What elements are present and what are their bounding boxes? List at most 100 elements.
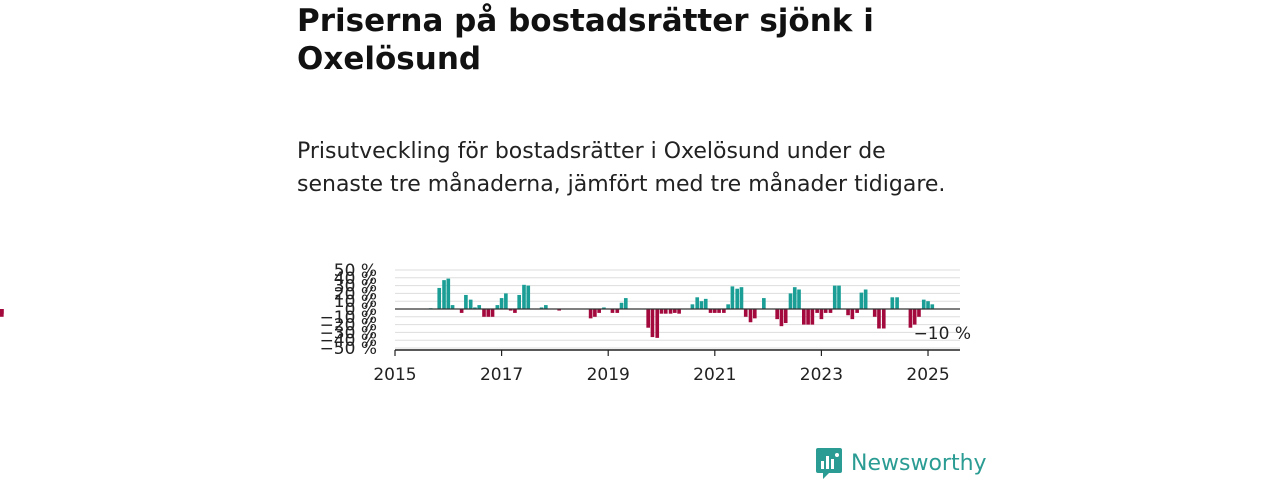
bar (730, 286, 735, 309)
bar (477, 305, 482, 309)
bar (819, 309, 824, 320)
bar (459, 309, 464, 313)
bar (544, 305, 548, 309)
latest-value-annotation: −10 % (914, 324, 971, 344)
bar (802, 309, 806, 325)
bar (708, 309, 713, 313)
y-tick-label: 40 % (334, 269, 377, 289)
bar (722, 309, 726, 313)
y-tick-label: 0 % (345, 300, 377, 320)
bar (437, 287, 442, 309)
newsworthy-logo-icon (816, 448, 842, 479)
y-tick-label: 30 % (334, 277, 377, 297)
y-tick-label: −10 % (320, 308, 377, 328)
x-tick-label: 2019 (587, 365, 630, 385)
y-tick-label: −40 % (320, 331, 377, 351)
bar (739, 287, 744, 309)
bar (597, 309, 601, 313)
bar (788, 293, 793, 309)
bar (446, 278, 451, 309)
bar (775, 309, 779, 320)
brand-logo: Newsworthy (815, 446, 987, 480)
bar (464, 294, 468, 309)
bar (442, 280, 446, 309)
bar (486, 309, 491, 317)
bar (748, 309, 753, 323)
bar (832, 285, 837, 309)
bar (797, 289, 801, 309)
bar (792, 287, 797, 309)
bar (828, 309, 833, 313)
bar (513, 309, 517, 313)
bar (659, 309, 664, 314)
y-tick-label: 50 % (334, 261, 377, 281)
y-tick-label: 10 % (334, 292, 377, 312)
x-tick-label: 2017 (480, 365, 523, 385)
bar (743, 309, 748, 317)
bar (482, 309, 486, 317)
x-tick-label: 2015 (373, 365, 416, 385)
bar (668, 309, 673, 314)
brand-name: Newsworthy (851, 450, 987, 476)
tick-labels: 50 %40 %30 %20 %10 %0 %−10 %−20 %−30 %−4… (320, 261, 950, 385)
bar (677, 309, 681, 314)
bar (823, 309, 828, 313)
bar (859, 292, 864, 309)
bar (557, 309, 561, 311)
bar (717, 309, 721, 313)
x-tick-label: 2021 (693, 365, 736, 385)
gridlines (395, 269, 960, 349)
bar (593, 309, 597, 317)
bar (850, 309, 855, 320)
bar (473, 307, 477, 309)
bar (495, 305, 500, 309)
price-change-chart: 50 %40 %30 %20 %10 %0 %−10 %−20 %−30 %−4… (0, 261, 971, 385)
bar (762, 298, 766, 309)
bar (690, 304, 695, 309)
bar (468, 299, 473, 309)
bar (810, 309, 815, 325)
bar (815, 309, 819, 313)
bar (930, 304, 935, 309)
bar (917, 309, 921, 317)
bar (508, 309, 513, 311)
bar (650, 309, 655, 338)
bar (779, 309, 784, 327)
bar (846, 309, 850, 316)
bar (646, 309, 650, 328)
bar (504, 293, 508, 309)
bar (695, 297, 700, 309)
x-tick-label: 2023 (800, 365, 843, 385)
bar (863, 289, 868, 309)
bar (0, 309, 4, 317)
bar (912, 309, 917, 325)
bar (588, 309, 593, 319)
bar (877, 309, 881, 329)
bar (619, 302, 624, 309)
y-tick-label: −50 % (320, 339, 377, 359)
bar (655, 309, 660, 338)
bar (837, 285, 841, 309)
bar (517, 294, 522, 309)
x-tick-label: 2025 (906, 365, 949, 385)
bar (663, 309, 668, 314)
bar (926, 301, 930, 309)
bar (921, 299, 926, 309)
bar (895, 297, 899, 309)
bar (526, 285, 531, 309)
bar (673, 309, 677, 313)
bar (490, 309, 495, 317)
y-tick-label: −20 % (320, 316, 377, 336)
bar (703, 298, 708, 309)
bar (881, 309, 886, 329)
y-tick-label: −30 % (320, 323, 377, 343)
bar (735, 288, 740, 309)
bar (522, 284, 526, 309)
y-tick-label: 20 % (334, 284, 377, 304)
bar (602, 307, 606, 309)
bar (726, 304, 730, 309)
chart-subtitle: Prisutveckling för bostadsrätter i Oxelö… (297, 139, 946, 197)
bar (855, 309, 859, 313)
bar (712, 309, 717, 313)
bar (610, 309, 615, 313)
